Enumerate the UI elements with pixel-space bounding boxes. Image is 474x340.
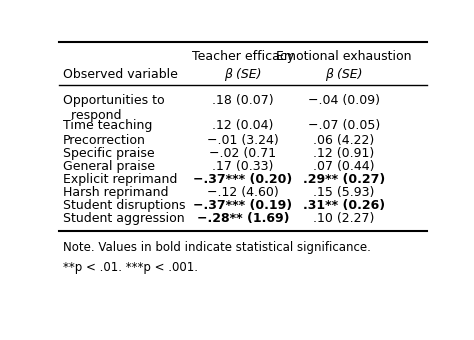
Text: Explicit reprimand: Explicit reprimand bbox=[63, 173, 177, 186]
Text: −.02 (0.71: −.02 (0.71 bbox=[210, 147, 276, 160]
Text: .07 (0.44): .07 (0.44) bbox=[313, 160, 374, 173]
Text: Teacher efficacy: Teacher efficacy bbox=[192, 50, 294, 63]
Text: .12 (0.04): .12 (0.04) bbox=[212, 119, 273, 132]
Text: Observed variable: Observed variable bbox=[63, 68, 178, 81]
Text: .17 (0.33): .17 (0.33) bbox=[212, 160, 273, 173]
Text: −.37*** (0.19): −.37*** (0.19) bbox=[193, 199, 292, 212]
Text: .18 (0.07): .18 (0.07) bbox=[212, 95, 274, 107]
Text: Student disruptions: Student disruptions bbox=[63, 199, 185, 212]
Text: Specific praise: Specific praise bbox=[63, 147, 155, 160]
Text: Emotional exhaustion: Emotional exhaustion bbox=[276, 50, 412, 63]
Text: General praise: General praise bbox=[63, 160, 155, 173]
Text: .10 (2.27): .10 (2.27) bbox=[313, 212, 374, 225]
Text: −.28** (1.69): −.28** (1.69) bbox=[197, 212, 289, 225]
Text: .31** (0.26): .31** (0.26) bbox=[303, 199, 385, 212]
Text: Precorrection: Precorrection bbox=[63, 134, 146, 147]
Text: Harsh reprimand: Harsh reprimand bbox=[63, 186, 168, 199]
Text: −.01 (3.24): −.01 (3.24) bbox=[207, 134, 279, 147]
Text: **p < .01. ***p < .001.: **p < .01. ***p < .001. bbox=[63, 261, 198, 274]
Text: Note. Values in bold indicate statistical significance.: Note. Values in bold indicate statistica… bbox=[63, 241, 371, 254]
Text: −.04 (0.09): −.04 (0.09) bbox=[308, 95, 380, 107]
Text: −.37*** (0.20): −.37*** (0.20) bbox=[193, 173, 292, 186]
Text: .12 (0.91): .12 (0.91) bbox=[313, 147, 374, 160]
Text: −.07 (0.05): −.07 (0.05) bbox=[308, 119, 380, 132]
Text: Opportunities to
  respond: Opportunities to respond bbox=[63, 95, 164, 122]
Text: .06 (4.22): .06 (4.22) bbox=[313, 134, 374, 147]
Text: .29** (0.27): .29** (0.27) bbox=[303, 173, 385, 186]
Text: Time teaching: Time teaching bbox=[63, 119, 152, 132]
Text: −.12 (4.60): −.12 (4.60) bbox=[207, 186, 279, 199]
Text: β (SE): β (SE) bbox=[224, 68, 262, 81]
Text: .15 (5.93): .15 (5.93) bbox=[313, 186, 374, 199]
Text: β (SE): β (SE) bbox=[325, 68, 363, 81]
Text: Student aggression: Student aggression bbox=[63, 212, 184, 225]
